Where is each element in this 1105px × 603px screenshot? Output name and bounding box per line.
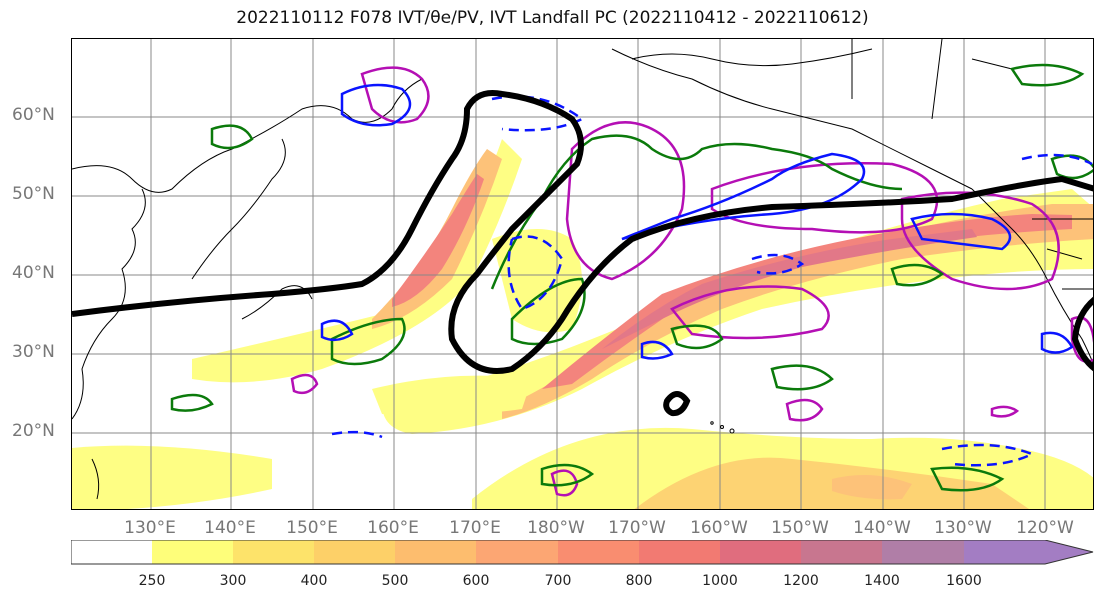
colorbar-segment-800 [639, 540, 720, 564]
colorbar-outline [71, 540, 1094, 565]
map-panel [71, 38, 1094, 510]
colorbar-segment-300 [233, 540, 314, 564]
colorbar-tick-400: 400 [300, 573, 328, 589]
colorbar-tick-250: 250 [138, 573, 166, 589]
colorbar-segment-1600 [964, 540, 1045, 564]
lon-label-160e: 160°E [367, 518, 419, 538]
colorbar-tick-1400: 1400 [864, 573, 900, 589]
lon-label-120w: 120°W [1016, 518, 1074, 538]
colorbar-tick-1000: 1000 [702, 573, 738, 589]
colorbar-tick-600: 600 [462, 573, 490, 589]
lon-label-180w: 180°W [527, 518, 585, 538]
map-title: 2022110112 F078 IVT/θe/PV, IVT Landfall … [0, 8, 1105, 28]
lon-label-170e: 170°E [449, 518, 501, 538]
colorbar-tick-800: 800 [625, 573, 653, 589]
colorbar-segment-below [71, 540, 152, 564]
colorbar-segment-250 [152, 540, 233, 564]
title-text: 2022110112 F078 IVT/θe/PV, IVT Landfall … [236, 8, 869, 28]
colorbar-segment-1000 [720, 540, 801, 564]
colorbar-tick-1600: 1600 [946, 573, 982, 589]
colorbar-tick-1200: 1200 [783, 573, 819, 589]
map-grid [72, 39, 1093, 509]
colorbar-segment-1200 [801, 540, 882, 564]
lat-label-30n: 30°N [12, 342, 55, 362]
lat-label-60n: 60°N [12, 105, 55, 125]
lon-label-150e: 150°E [286, 518, 338, 538]
lon-label-150w: 150°W [771, 518, 829, 538]
lon-label-140e: 140°E [204, 518, 256, 538]
lat-label-20n: 20°N [12, 421, 55, 441]
colorbar-segment-700 [558, 540, 639, 564]
ivt-black-contour [72, 90, 1093, 417]
colorbar-segment-1400 [882, 540, 964, 564]
colorbar-segment-400 [314, 540, 395, 564]
coastlines [72, 39, 1093, 500]
colorbar [71, 540, 1094, 565]
lon-label-160w: 160°W [690, 518, 748, 538]
colorbar-segment-600 [476, 540, 558, 564]
colorbar-segment-500 [395, 540, 476, 564]
lon-label-130w: 130°W [934, 518, 992, 538]
colorbar-extend-arrow [1045, 540, 1093, 564]
lon-label-130e: 130°E [124, 518, 176, 538]
pv-contours [320, 83, 1093, 467]
lat-label-40n: 40°N [12, 263, 55, 283]
theta-e-contours [170, 63, 1093, 492]
map-svg [72, 39, 1093, 509]
lon-label-140w: 140°W [853, 518, 911, 538]
colorbar-tick-700: 700 [544, 573, 572, 589]
lon-label-170w: 170°W [608, 518, 666, 538]
colorbar-tick-300: 300 [219, 573, 247, 589]
colorbar-tick-500: 500 [381, 573, 409, 589]
lat-label-50n: 50°N [12, 184, 55, 204]
landfall-pc-contours [290, 66, 1093, 497]
ivt-shading [72, 139, 1093, 509]
